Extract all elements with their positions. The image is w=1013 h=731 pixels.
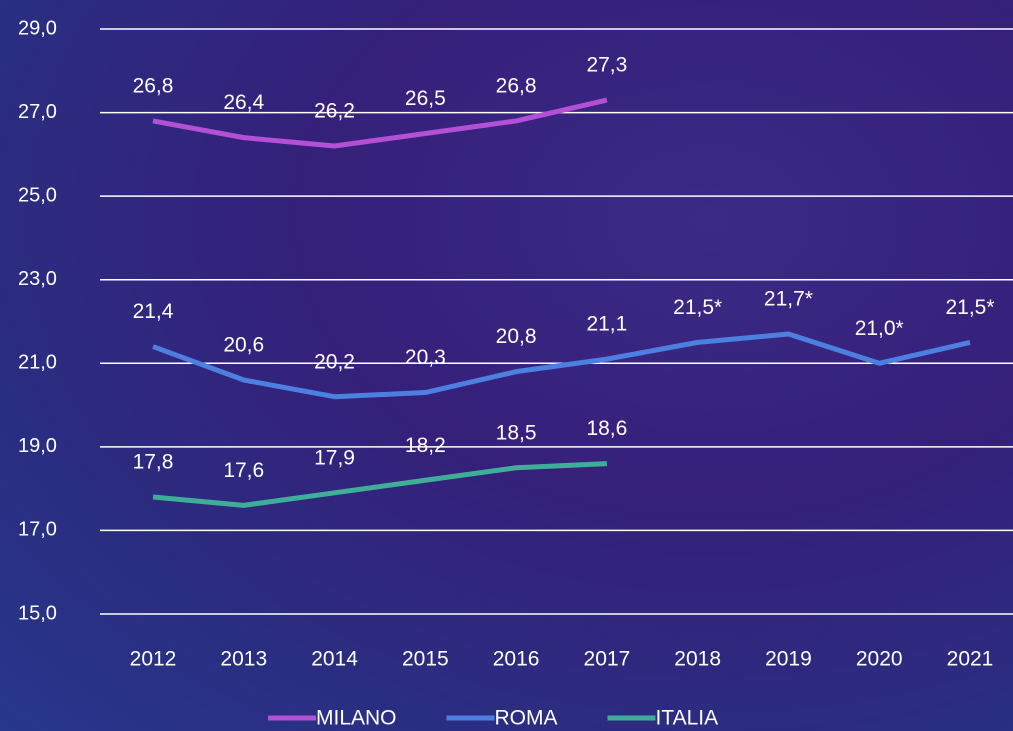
data-label: 17,9 xyxy=(314,446,355,469)
data-label: 26,8 xyxy=(496,74,537,97)
data-label: 27,3 xyxy=(586,54,627,77)
data-label: 20,6 xyxy=(223,334,264,357)
series-line xyxy=(152,97,608,149)
data-label: 17,8 xyxy=(133,451,174,474)
data-label: 21,7* xyxy=(764,288,813,311)
y-tick-label: 25,0 xyxy=(18,184,57,206)
data-label: 26,2 xyxy=(314,100,355,123)
data-label: 21,5* xyxy=(673,296,722,319)
x-tick-label: 2013 xyxy=(220,648,267,671)
y-tick-label: 27,0 xyxy=(18,101,57,123)
data-label: 26,5 xyxy=(405,87,446,110)
legend-label: ROMA xyxy=(495,707,558,730)
y-tick-label: 21,0 xyxy=(18,352,57,374)
data-label: 18,2 xyxy=(405,434,446,457)
legend-label: MILANO xyxy=(316,707,397,730)
x-tick-label: 2021 xyxy=(947,648,994,671)
data-label: 20,8 xyxy=(496,325,537,348)
y-tick-label: 15,0 xyxy=(18,602,57,624)
data-label: 21,5* xyxy=(945,296,994,319)
x-tick-label: 2020 xyxy=(856,648,903,671)
data-label: 18,6 xyxy=(586,417,627,440)
data-label: 26,4 xyxy=(223,91,264,114)
y-tick-label: 19,0 xyxy=(18,435,57,457)
data-label: 26,8 xyxy=(133,74,174,97)
x-tick-label: 2019 xyxy=(765,648,812,671)
x-tick-label: 2012 xyxy=(130,648,177,671)
legend-label: ITALIA xyxy=(656,707,719,730)
x-tick-label: 2015 xyxy=(402,648,449,671)
x-tick-label: 2018 xyxy=(674,648,721,671)
series-line xyxy=(152,331,971,400)
data-label: 21,4 xyxy=(133,300,174,323)
x-tick-label: 2017 xyxy=(584,648,631,671)
data-label: 20,3 xyxy=(405,346,446,369)
data-label: 21,0* xyxy=(855,317,904,340)
y-tick-label: 23,0 xyxy=(18,268,57,290)
data-label: 18,5 xyxy=(496,421,537,444)
y-tick-label: 17,0 xyxy=(18,519,57,541)
y-tick-label: 29,0 xyxy=(18,17,57,39)
x-tick-label: 2014 xyxy=(311,648,358,671)
series-line xyxy=(152,461,608,508)
data-label: 17,6 xyxy=(223,459,264,482)
x-tick-label: 2016 xyxy=(493,648,540,671)
data-label: 21,1 xyxy=(586,313,627,336)
data-label: 20,2 xyxy=(314,350,355,373)
